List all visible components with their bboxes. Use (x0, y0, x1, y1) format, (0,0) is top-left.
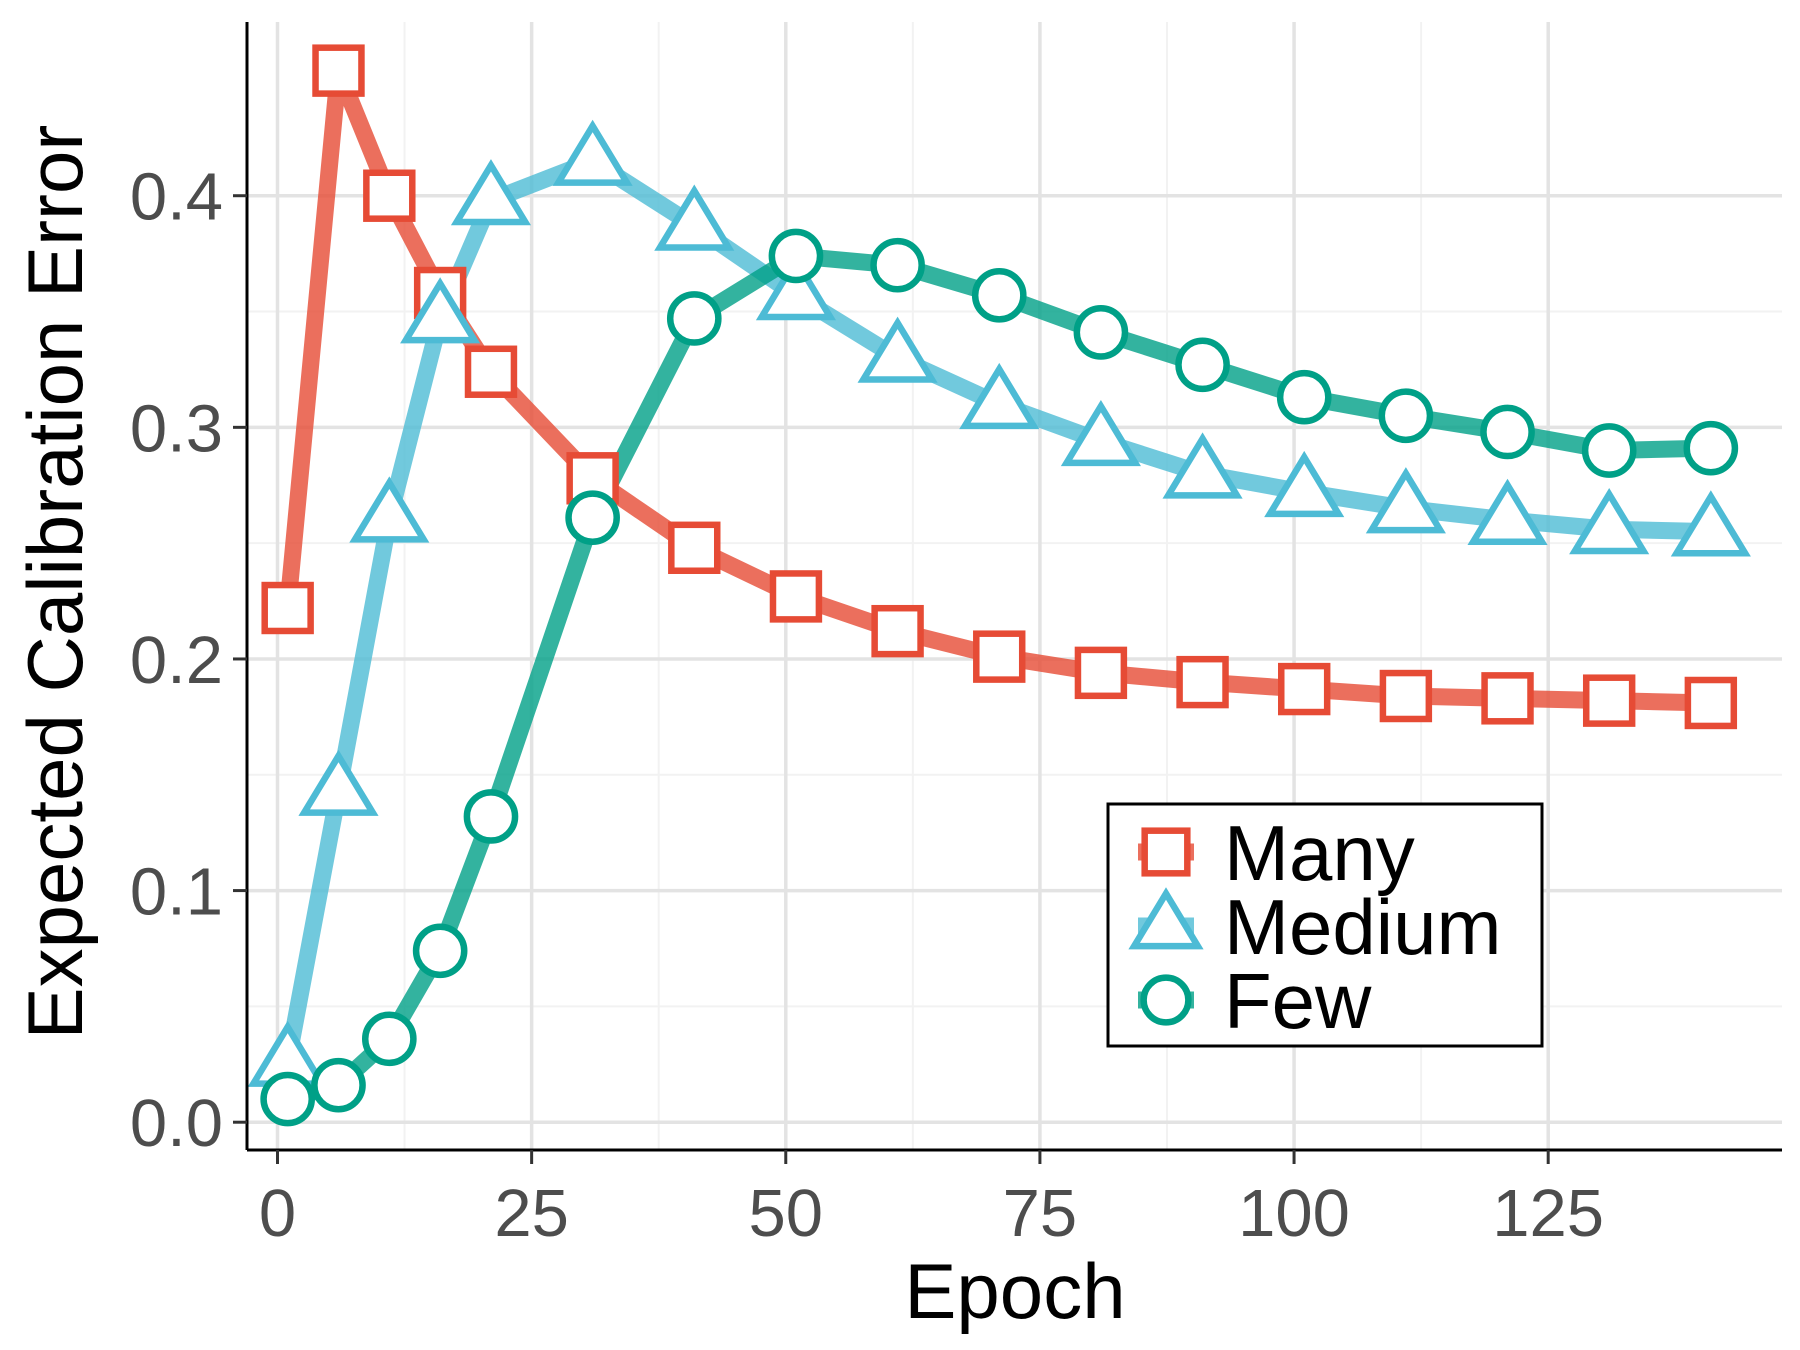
data-point-few (1276, 369, 1332, 425)
data-point-medium (298, 749, 379, 816)
data-point-medium (1467, 478, 1548, 545)
data-point-medium (400, 277, 481, 344)
data-point-medium (552, 119, 633, 186)
data-point-many (1074, 646, 1128, 700)
data-point-many (1582, 674, 1636, 727)
data-point-few (311, 1057, 366, 1113)
x-tick-label: 25 (494, 1176, 569, 1251)
data-point-many (1176, 655, 1229, 709)
data-point-few (1378, 388, 1434, 444)
data-point-many (973, 630, 1026, 683)
y-tick-label: 0.3 (130, 391, 223, 466)
data-point-many (871, 604, 924, 658)
data-point-many (261, 581, 314, 635)
data-point-many (1278, 662, 1331, 716)
data-point-few (870, 237, 925, 293)
x-tick-label: 125 (1492, 1176, 1604, 1251)
y-tick-label: 0.4 (130, 160, 223, 235)
data-point-few (1480, 404, 1535, 460)
data-point-medium (1060, 399, 1141, 467)
data-point-medium (450, 159, 532, 226)
y-axis-title: Expected Calibration Error (11, 125, 99, 1040)
y-tick-label: 0.0 (130, 1086, 223, 1161)
data-point-few (768, 228, 824, 284)
data-point-many (668, 521, 721, 574)
axes (245, 22, 1782, 1152)
data-point-medium (349, 476, 430, 543)
data-point-medium (1365, 467, 1446, 534)
series-markers (247, 44, 1751, 1127)
data-point-many (363, 169, 416, 222)
data-point-few (260, 1071, 315, 1127)
data-point-medium (1162, 432, 1243, 499)
data-point-few (1581, 423, 1637, 478)
legend-marker-few (1140, 974, 1192, 1026)
data-point-few (565, 490, 620, 546)
legend-marker-many (1141, 827, 1191, 877)
legend-label-many: Many (1224, 809, 1415, 897)
data-point-medium (959, 362, 1040, 430)
data-point-many (1379, 669, 1433, 723)
data-point-few (463, 789, 519, 844)
data-point-medium (1670, 490, 1751, 557)
legend-label-few: Few (1224, 957, 1372, 1045)
y-tick-label: 0.1 (130, 855, 223, 930)
data-point-many (1684, 676, 1738, 730)
data-point-few (1073, 305, 1129, 360)
data-point-many (1481, 672, 1534, 725)
data-point-many (464, 345, 518, 398)
data-point-few (666, 291, 722, 346)
data-point-medium (755, 254, 837, 321)
x-tick-label: 0 (259, 1176, 296, 1251)
axis-ticks: 0 25 50 75 100 125 0.0 0.1 0.2 0.3 0.4 (130, 160, 1604, 1251)
data-point-few (412, 923, 468, 979)
data-point-medium (654, 184, 735, 251)
data-point-medium (1569, 487, 1650, 555)
x-tick-label: 50 (749, 1176, 824, 1251)
data-point-few (1683, 420, 1739, 476)
data-point-medium (857, 316, 938, 383)
legend-marker-medium (1128, 887, 1204, 950)
x-tick-label: 100 (1238, 1176, 1350, 1251)
data-point-few (361, 1011, 417, 1067)
x-tick-label: 75 (1003, 1176, 1078, 1251)
data-point-medium (1264, 450, 1345, 518)
y-tick-label: 0.2 (130, 623, 223, 698)
x-axis-title: Epoch (904, 1247, 1125, 1335)
data-point-many (312, 44, 365, 97)
data-point-many (769, 570, 823, 623)
data-point-few (1175, 337, 1230, 393)
legend-label-medium: Medium (1224, 883, 1501, 971)
data-point-few (971, 267, 1027, 323)
